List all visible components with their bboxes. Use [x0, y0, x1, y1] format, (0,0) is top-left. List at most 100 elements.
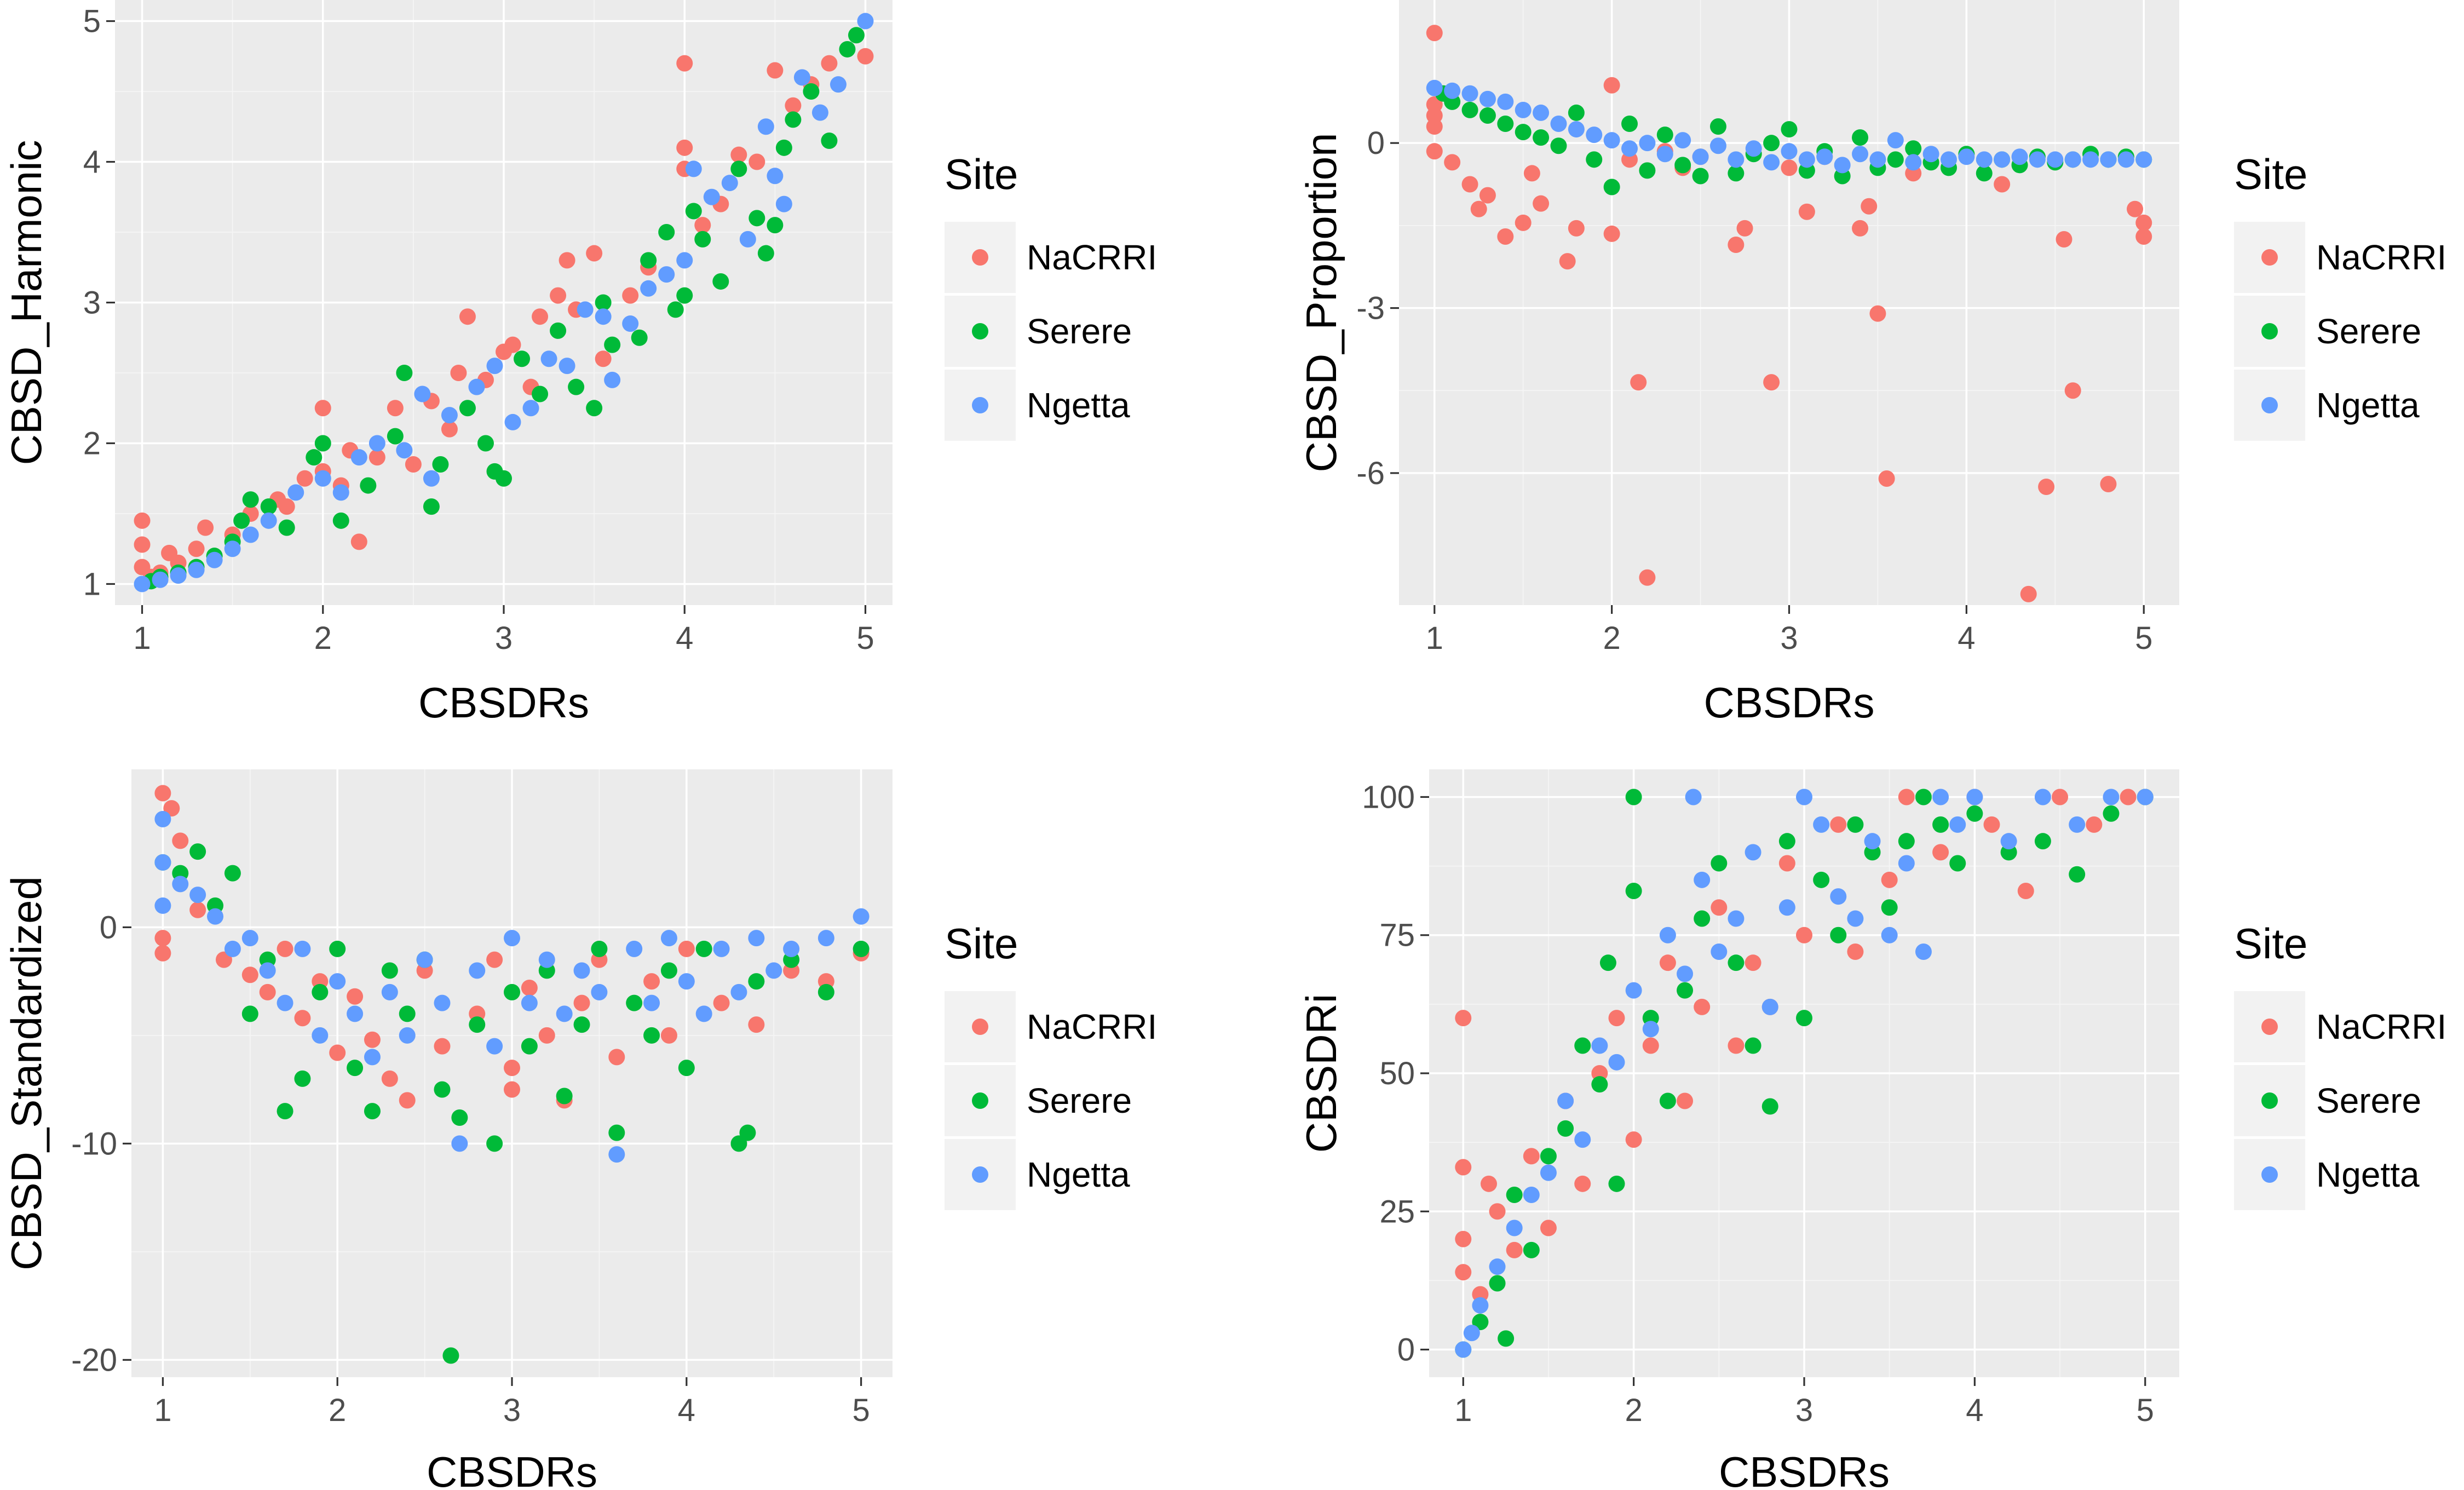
data-point — [1557, 1120, 1574, 1137]
data-point — [522, 400, 539, 417]
data-point — [1994, 176, 2011, 193]
data-point — [1763, 374, 1780, 391]
data-point — [521, 1038, 538, 1055]
data-point — [1847, 944, 1864, 960]
data-point — [678, 973, 695, 990]
data-point — [189, 901, 206, 918]
data-point — [154, 810, 171, 827]
x-tick-label: 5 — [852, 1393, 870, 1428]
data-point — [224, 940, 241, 957]
data-point — [1736, 220, 1753, 237]
legend-swatch — [972, 397, 988, 413]
y-axis-title: CBSD_Proportion — [1297, 133, 1345, 473]
data-point — [2103, 789, 2120, 806]
data-point — [369, 449, 385, 466]
data-point — [1463, 1325, 1480, 1342]
x-tick-label: 4 — [676, 620, 693, 656]
data-point — [1830, 888, 1847, 905]
data-point — [658, 266, 675, 283]
data-point — [1905, 154, 1922, 171]
data-point — [233, 512, 250, 529]
data-point — [721, 175, 738, 192]
data-point — [1497, 93, 1514, 110]
data-point — [312, 1027, 329, 1044]
data-point — [595, 308, 612, 325]
data-point — [170, 567, 187, 584]
data-point — [556, 1088, 573, 1104]
data-point — [242, 491, 259, 508]
data-point — [2056, 231, 2072, 248]
data-point — [172, 832, 189, 849]
data-point — [550, 287, 567, 304]
data-point — [1834, 157, 1851, 174]
data-point — [224, 865, 241, 882]
data-point — [803, 83, 820, 100]
data-point — [477, 435, 494, 452]
data-point — [486, 1135, 503, 1152]
data-point — [381, 983, 398, 1000]
data-point — [775, 195, 792, 212]
x-axis-title: CBSDRs — [1703, 678, 1874, 727]
data-point — [685, 160, 702, 177]
y-tick-label: 75 — [1379, 918, 1415, 953]
data-point — [1568, 104, 1585, 121]
data-point — [1540, 1219, 1557, 1236]
data-point — [1796, 1010, 1812, 1027]
data-point — [314, 470, 331, 487]
data-point — [712, 273, 729, 290]
data-point — [432, 456, 449, 473]
data-point — [821, 55, 838, 72]
data-point — [811, 104, 828, 121]
data-point — [1489, 1275, 1506, 1292]
data-point — [134, 512, 151, 529]
data-point — [1497, 228, 1514, 245]
data-point — [1426, 118, 1443, 135]
data-point — [640, 252, 657, 269]
data-point — [1847, 910, 1864, 927]
data-point — [1781, 159, 1798, 176]
x-tick-label: 3 — [1780, 620, 1798, 656]
data-point — [1489, 1258, 1506, 1275]
x-axis-title: CBSDRs — [1719, 1448, 1890, 1490]
data-point — [278, 519, 295, 536]
data-point — [757, 118, 774, 135]
data-point — [1659, 927, 1676, 944]
x-tick-label: 2 — [1625, 1393, 1643, 1428]
data-point — [1603, 179, 1620, 195]
data-point — [1444, 82, 1461, 99]
data-point — [1625, 789, 1642, 806]
x-tick-label: 4 — [1958, 620, 1975, 656]
data-point — [2082, 151, 2099, 168]
data-point — [347, 1005, 364, 1022]
x-tick-label: 2 — [314, 620, 332, 656]
data-point — [2000, 833, 2017, 850]
data-point — [154, 785, 171, 802]
data-point — [573, 962, 590, 979]
data-point — [423, 470, 440, 487]
data-point — [568, 378, 585, 395]
data-point — [1852, 220, 1869, 237]
data-point — [486, 358, 503, 375]
data-point — [451, 1109, 468, 1126]
data-point — [2011, 148, 2028, 165]
data-point — [1639, 135, 1656, 152]
x-axis-title: CBSDRs — [427, 1448, 597, 1490]
data-point — [1869, 305, 1886, 322]
data-point — [1479, 90, 1496, 107]
data-point — [277, 1103, 293, 1120]
data-point — [1656, 126, 1673, 143]
data-point — [685, 203, 702, 220]
data-point — [703, 188, 720, 205]
y-axis-title: CBSDRi — [1297, 994, 1345, 1153]
data-point — [2047, 151, 2064, 168]
data-point — [1470, 200, 1487, 217]
data-point — [504, 413, 521, 430]
data-point — [1656, 146, 1673, 163]
data-point — [1455, 1341, 1472, 1358]
data-point — [2069, 816, 2086, 833]
data-point — [242, 526, 259, 543]
legend-title: Site — [945, 150, 1018, 198]
data-point — [1830, 816, 1847, 833]
data-point — [451, 1135, 468, 1152]
